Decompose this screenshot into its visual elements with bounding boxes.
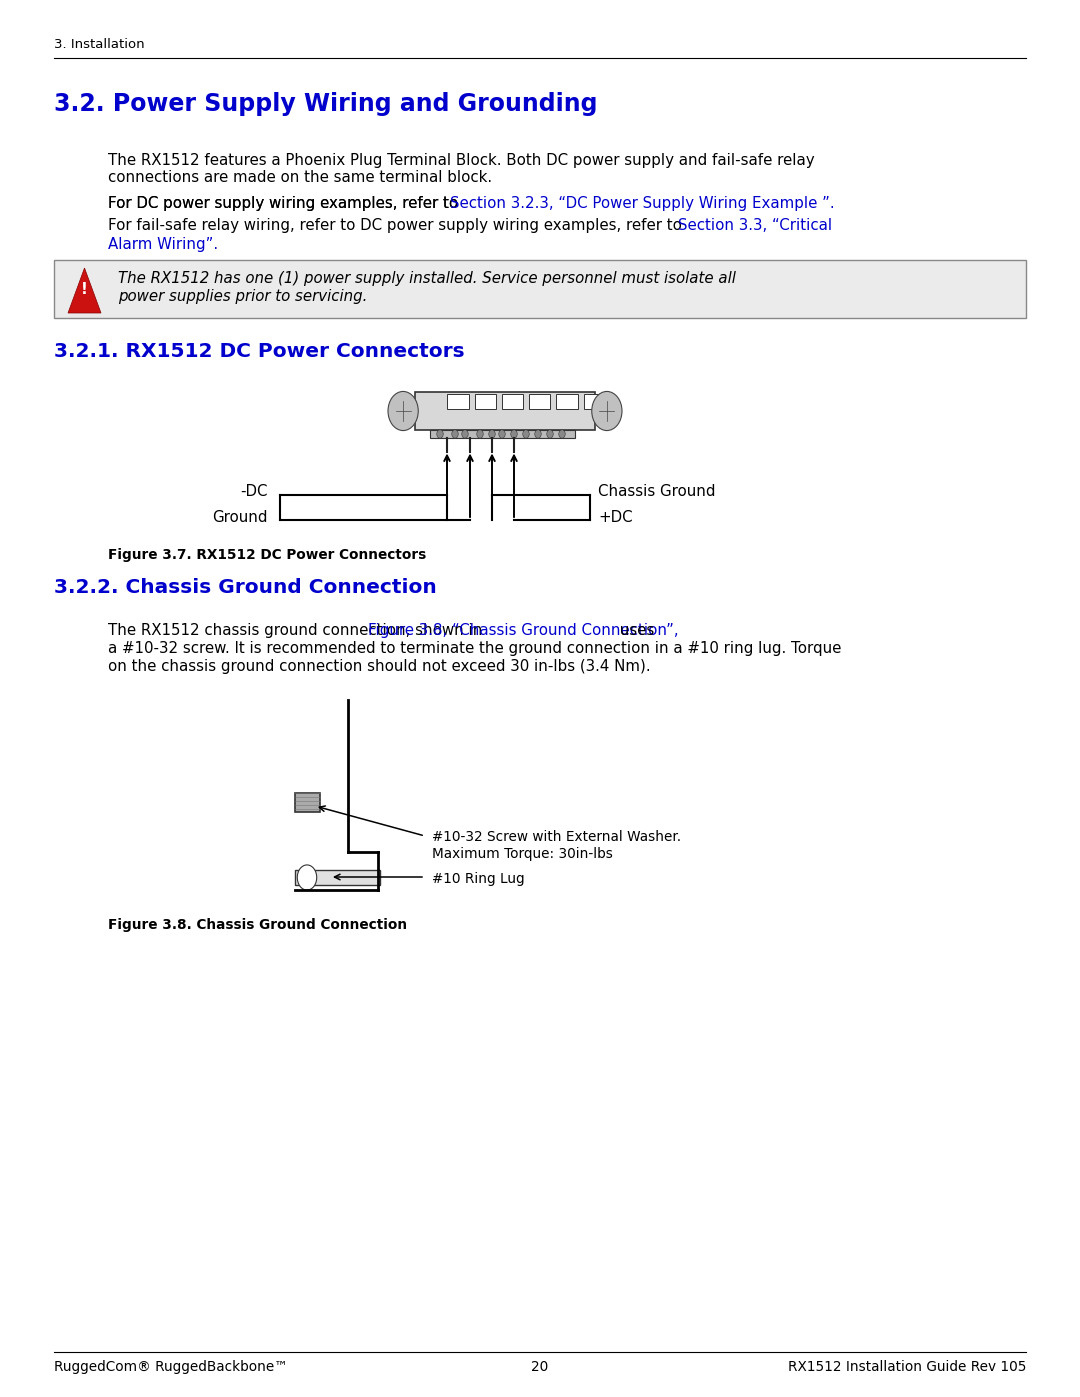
Polygon shape: [68, 268, 102, 313]
Text: on the chassis ground connection should not exceed 30 in-lbs (3.4 Nm).: on the chassis ground connection should …: [108, 659, 650, 673]
Circle shape: [297, 865, 316, 890]
Text: power supplies prior to servicing.: power supplies prior to servicing.: [118, 289, 367, 305]
Text: RuggedCom® RuggedBackbone™: RuggedCom® RuggedBackbone™: [54, 1361, 288, 1375]
Circle shape: [451, 430, 458, 439]
Bar: [447, 394, 469, 409]
Text: 20: 20: [531, 1361, 549, 1375]
Circle shape: [535, 430, 541, 439]
Circle shape: [499, 430, 505, 439]
Text: The RX1512 features a Phoenix Plug Terminal Block. Both DC power supply and fail: The RX1512 features a Phoenix Plug Termi…: [108, 154, 814, 168]
Circle shape: [388, 391, 418, 430]
Bar: [529, 394, 551, 409]
Text: Chassis Ground: Chassis Ground: [598, 485, 715, 500]
Text: Alarm Wiring”.: Alarm Wiring”.: [108, 237, 218, 251]
Text: Section 3.3, “Critical: Section 3.3, “Critical: [678, 218, 832, 233]
Text: Figure 3.7. RX1512 DC Power Connectors: Figure 3.7. RX1512 DC Power Connectors: [108, 548, 427, 562]
Text: -DC: -DC: [241, 485, 268, 500]
Text: 3. Installation: 3. Installation: [54, 38, 145, 52]
Circle shape: [511, 430, 517, 439]
Text: The RX1512 chassis ground connection, shown in: The RX1512 chassis ground connection, sh…: [108, 623, 487, 638]
Bar: [415, 393, 595, 430]
Text: Maximum Torque: 30in-lbs: Maximum Torque: 30in-lbs: [432, 847, 612, 861]
Bar: [556, 394, 578, 409]
Text: Figure 3.8. Chassis Ground Connection: Figure 3.8. Chassis Ground Connection: [108, 918, 407, 932]
Text: a #10-32 screw. It is recommended to terminate the ground connection in a #10 ri: a #10-32 screw. It is recommended to ter…: [108, 641, 841, 657]
Circle shape: [489, 430, 496, 439]
Bar: [430, 430, 575, 439]
Text: The RX1512 has one (1) power supply installed. Service personnel must isolate al: The RX1512 has one (1) power supply inst…: [118, 271, 735, 286]
Text: For DC power supply wiring examples, refer to: For DC power supply wiring examples, ref…: [108, 196, 463, 211]
Circle shape: [476, 430, 483, 439]
Text: #10-32 Screw with External Washer.: #10-32 Screw with External Washer.: [432, 830, 681, 844]
Bar: [295, 793, 320, 812]
Text: uses: uses: [615, 623, 654, 638]
Text: 3.2.1. RX1512 DC Power Connectors: 3.2.1. RX1512 DC Power Connectors: [54, 342, 464, 360]
Circle shape: [558, 430, 565, 439]
Text: Section 3.2.3, “DC Power Supply Wiring Example ”.: Section 3.2.3, “DC Power Supply Wiring E…: [450, 196, 835, 211]
Circle shape: [546, 430, 553, 439]
Bar: [475, 394, 496, 409]
Text: #10 Ring Lug: #10 Ring Lug: [432, 872, 525, 886]
Text: Figure 3.8, “Chassis Ground Connection”,: Figure 3.8, “Chassis Ground Connection”,: [368, 623, 678, 638]
Text: Ground: Ground: [213, 510, 268, 525]
Bar: [54, 260, 1026, 319]
Circle shape: [436, 430, 443, 439]
Text: 3.2.2. Chassis Ground Connection: 3.2.2. Chassis Ground Connection: [54, 578, 436, 597]
Text: For fail-safe relay wiring, refer to DC power supply wiring examples, refer to: For fail-safe relay wiring, refer to DC …: [108, 218, 687, 233]
Text: connections are made on the same terminal block.: connections are made on the same termina…: [108, 170, 492, 184]
Text: For DC power supply wiring examples, refer to: For DC power supply wiring examples, ref…: [108, 196, 463, 211]
Circle shape: [462, 430, 469, 439]
Text: RX1512 Installation Guide Rev 105: RX1512 Installation Guide Rev 105: [787, 1361, 1026, 1375]
Circle shape: [523, 430, 529, 439]
Bar: [295, 870, 380, 886]
Text: +DC: +DC: [598, 510, 633, 525]
Text: !: !: [81, 282, 87, 298]
Bar: [502, 394, 523, 409]
Text: 3.2. Power Supply Wiring and Grounding: 3.2. Power Supply Wiring and Grounding: [54, 92, 597, 116]
Circle shape: [592, 391, 622, 430]
Bar: [584, 394, 605, 409]
